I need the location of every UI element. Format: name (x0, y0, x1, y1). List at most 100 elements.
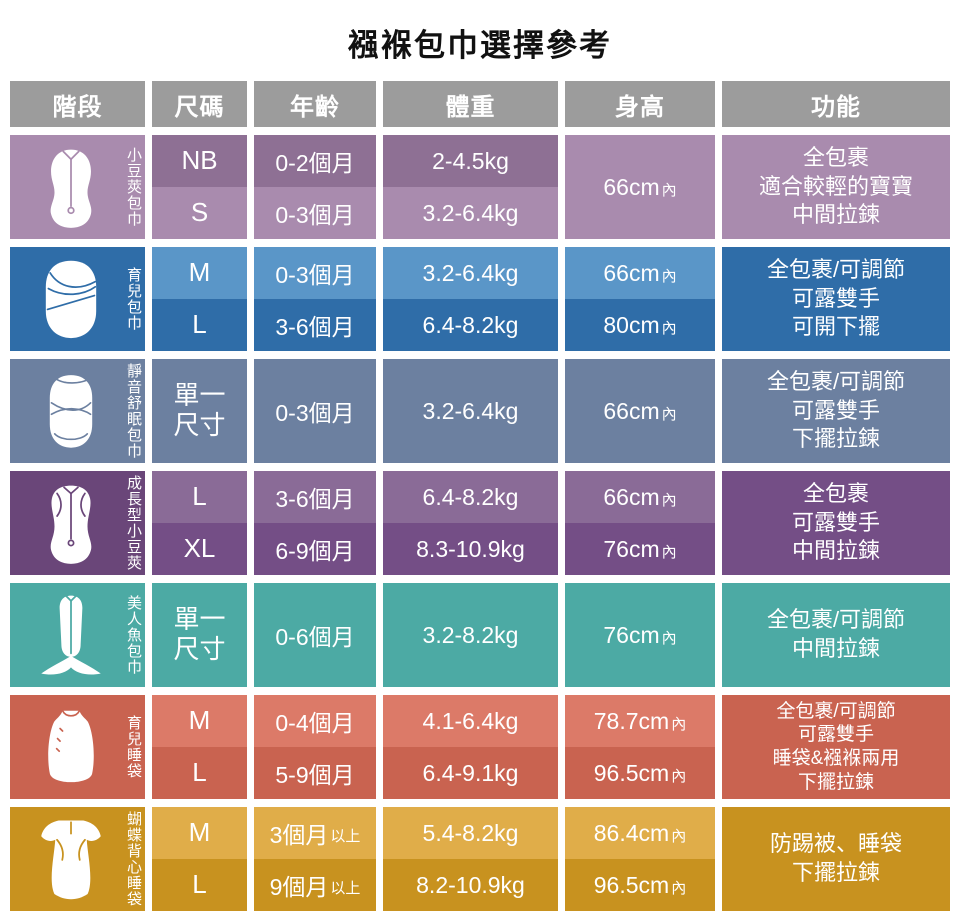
age-cell: 3-6個月 (254, 471, 376, 523)
height-value: 80cm (603, 311, 660, 338)
age-value: 0-6個月 (275, 624, 355, 650)
function-line: 防踢被、睡袋 (769, 831, 902, 857)
weight-column: 6.4-8.2kg 8.3-10.9kg (383, 471, 558, 575)
product-row-quiet-sleep-swaddle: 靜音舒眠包巾 單一 尺寸 0-3個月 3.2-6.4kg 66cm 內 全包裹/可… (10, 359, 950, 463)
weight-value: 8.3-10.9kg (416, 535, 525, 562)
size-column: L XL (152, 471, 247, 575)
weight-column: 3.2-6.4kg (383, 359, 558, 463)
function-line: 可露雙手 (791, 285, 880, 311)
weight-column: 5.4-8.2kg 8.2-10.9kg (383, 807, 558, 911)
height-cell: 66cm 內 (565, 359, 715, 463)
age-cell: 6-9個月 (254, 523, 376, 575)
weight-column: 2-4.5kg 3.2-6.4kg (383, 135, 558, 239)
height-cell: 86.4cm 內 (565, 807, 715, 859)
size-column: M L (152, 807, 247, 911)
weight-value: 3.2-8.2kg (422, 621, 519, 648)
age-column: 0-3個月 3-6個月 (254, 247, 376, 351)
height-cell: 66cm 內 (565, 471, 715, 523)
age-column: 3個月 以上 9個月 以上 (254, 807, 376, 911)
header-cell-size: 尺碼 (152, 81, 247, 127)
height-cell: 96.5cm 內 (565, 859, 715, 911)
age-cell: 0-2個月 (254, 135, 376, 187)
height-value: 66cm (603, 173, 660, 200)
weight-column: 4.1-6.4kg 6.4-9.1kg (383, 695, 558, 799)
function-cell: 全包裹/可調節 可露雙手 可開下擺 (722, 247, 950, 351)
age-suffix: 以上 (330, 879, 361, 897)
age-cell: 0-3個月 (254, 359, 376, 463)
pod-swaddle-icon (20, 144, 123, 230)
product-name: 成長型小豆莢 (125, 475, 142, 571)
weight-cell: 6.4-8.2kg (383, 471, 558, 523)
height-value: 76cm (603, 535, 660, 562)
product-row-mermaid-swaddle: 美人魚包巾 單一 尺寸 0-6個月 3.2-8.2kg 76cm 內 全包裹/可調… (10, 583, 950, 687)
size-cell: L (152, 747, 247, 799)
function-line: 全包裹/可調節 (766, 607, 906, 633)
function-line: 全包裹/可調節 (776, 700, 896, 722)
size-cell: M (152, 807, 247, 859)
header-cell-stage: 階段 (10, 81, 145, 127)
function-line: 全包裹 (802, 481, 869, 507)
product-row-butterfly-vest-sack: 蝴蝶背心睡袋 M L 3個月 以上 9個月 以上 5.4-8.2kg 8.2-10.… (10, 807, 950, 911)
weight-cell: 5.4-8.2kg (383, 807, 558, 859)
butterfly-vest-sack-icon (20, 815, 123, 903)
size-value: S (190, 197, 209, 228)
function-line: 全包裹/可調節 (766, 369, 906, 395)
size-cell: L (152, 471, 247, 523)
wrap-swaddle-icon (20, 256, 123, 342)
height-suffix: 內 (661, 543, 677, 561)
stage-cell: 育兒包巾 (10, 247, 145, 351)
product-name: 蝴蝶背心睡袋 (125, 811, 142, 907)
age-value: 5-9個月 (275, 762, 355, 788)
height-cell: 80cm 內 (565, 299, 715, 351)
function-cell: 全包裹/可調節 中間拉鍊 (722, 583, 950, 687)
age-value: 0-2個月 (275, 150, 355, 176)
stage-cell: 靜音舒眠包巾 (10, 359, 145, 463)
size-value: NB (181, 145, 218, 176)
age-cell: 3-6個月 (254, 299, 376, 351)
function-line: 中間拉鍊 (791, 202, 880, 228)
page-title: 襁褓包巾選擇參考 (348, 28, 612, 63)
age-cell: 0-4個月 (254, 695, 376, 747)
height-column: 66cm 內 80cm 內 (565, 247, 715, 351)
function-cell: 全包裹 可露雙手 中間拉鍊 (722, 471, 950, 575)
function-line: 可開下擺 (791, 314, 880, 340)
header-cell-function: 功能 (722, 81, 950, 127)
size-value: M (188, 705, 211, 736)
weight-cell: 3.2-6.4kg (383, 247, 558, 299)
size-value: XL (183, 533, 216, 564)
height-cell: 78.7cm 內 (565, 695, 715, 747)
weight-value: 3.2-6.4kg (422, 397, 519, 424)
weight-value: 4.1-6.4kg (422, 707, 519, 734)
function-line: 中間拉鍊 (791, 538, 880, 564)
weight-value: 6.4-8.2kg (422, 483, 519, 510)
function-line: 可露雙手 (797, 724, 874, 746)
size-cell: NB (152, 135, 247, 187)
function-cell: 全包裹 適合較輕的寶寶 中間拉鍊 (722, 135, 950, 239)
height-column: 78.7cm 內 96.5cm 內 (565, 695, 715, 799)
size-value: M (188, 817, 211, 848)
weight-cell: 3.2-6.4kg (383, 359, 558, 463)
size-cell: 單一 尺寸 (152, 583, 247, 687)
height-suffix: 內 (661, 181, 677, 199)
age-value: 0-4個月 (275, 710, 355, 736)
height-column: 66cm 內 (565, 135, 715, 239)
age-cell: 9個月 以上 (254, 859, 376, 911)
size-cell: S (152, 187, 247, 239)
function-cell: 全包裹/可調節 可露雙手 睡袋&襁褓兩用 下擺拉鍊 (722, 695, 950, 799)
age-cell: 0-3個月 (254, 187, 376, 239)
product-row-wrap-swaddle: 育兒包巾 M L 0-3個月 3-6個月 3.2-6.4kg 6.4-8.2kg… (10, 247, 950, 351)
table-header: 階段 尺碼 年齡 體重 身高 功能 (10, 81, 950, 127)
age-column: 0-3個月 (254, 359, 376, 463)
function-cell: 全包裹/可調節 可露雙手 下擺拉鍊 (722, 359, 950, 463)
quiet-sleep-swaddle-icon (20, 368, 123, 454)
size-column: NB S (152, 135, 247, 239)
height-value: 66cm (603, 483, 660, 510)
product-name: 靜音舒眠包巾 (125, 363, 142, 459)
product-name: 育兒包巾 (125, 267, 142, 331)
height-column: 66cm 內 (565, 359, 715, 463)
height-value: 78.7cm (593, 707, 670, 734)
height-column: 86.4cm 內 96.5cm 內 (565, 807, 715, 911)
header-cell-weight: 體重 (383, 81, 558, 127)
product-row-grow-pod-swaddle: 成長型小豆莢 L XL 3-6個月 6-9個月 6.4-8.2kg 8.3-10… (10, 471, 950, 575)
